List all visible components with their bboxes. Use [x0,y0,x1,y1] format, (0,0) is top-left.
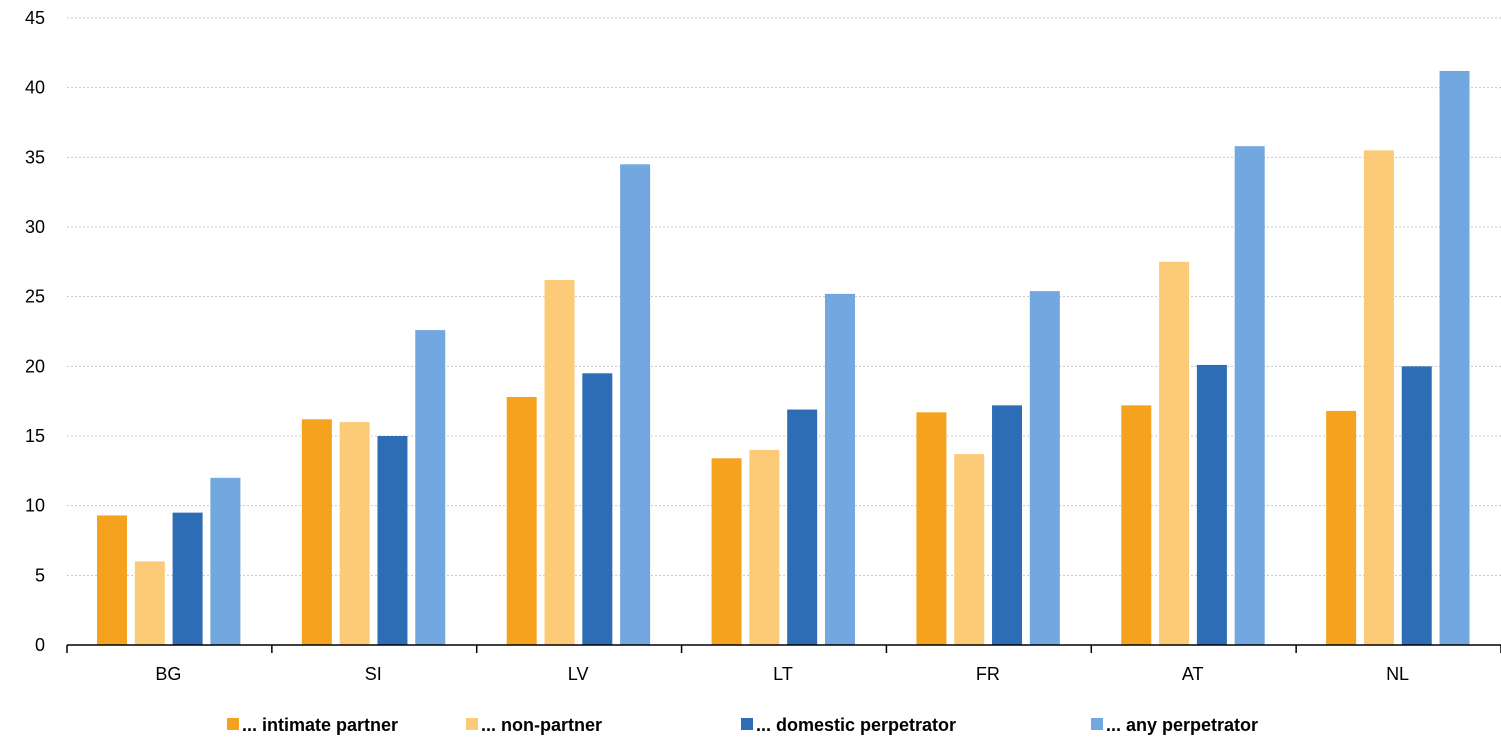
bar-LT-series-1 [749,449,780,645]
bar-LV-series-1 [544,279,575,645]
bar-LT-series-0 [711,458,742,645]
y-tick-label: 30 [25,217,45,237]
legend-label: ... intimate partner [242,715,398,735]
bars [97,70,1470,646]
y-tick-label: 35 [25,147,45,167]
bar-NL-series-1 [1363,150,1394,645]
y-tick-label: 25 [25,287,45,307]
bar-LV-series-0 [506,396,537,645]
bar-AT-series-1 [1159,261,1190,645]
bar-FR-series-2 [992,405,1023,645]
x-tick-label: SI [365,664,382,684]
bar-AT-series-2 [1196,364,1227,645]
bar-BG-series-2 [172,512,203,645]
legend-label: ... domestic perpetrator [756,715,956,735]
y-tick-label: 40 [25,78,45,98]
legend-swatch [1091,718,1103,730]
bar-NL-series-3 [1439,70,1470,646]
legend: ... intimate partner ... non-partner ... d… [227,715,1258,735]
x-tick-label: LT [773,664,793,684]
x-tick-label: BG [155,664,181,684]
y-tick-label: 0 [35,635,45,655]
bar-AT-series-0 [1121,405,1152,645]
x-tick-label: LV [568,664,589,684]
bar-FR-series-3 [1029,291,1060,645]
bar-BG-series-3 [210,477,241,645]
legend-label: ... non-partner [481,715,602,735]
legend-swatch [227,718,239,730]
bar-BG-series-1 [134,561,165,645]
bar-SI-series-3 [415,330,446,645]
x-tick-label: AT [1182,664,1204,684]
legend-swatch [466,718,478,730]
y-tick-label: 10 [25,496,45,516]
gridlines [67,17,1501,576]
x-tick-label: NL [1386,664,1409,684]
bar-LT-series-2 [787,409,818,645]
y-tick-labels: 0 5 10 15 20 25 30 35 40 45 [25,8,45,655]
y-tick-label: 20 [25,356,45,376]
x-tick-labels: BG SI LV LT FR AT NL [155,664,1409,684]
bar-FR-series-1 [954,454,985,645]
y-tick-label: 15 [25,426,45,446]
bar-SI-series-0 [301,419,332,645]
y-tick-label: 5 [35,565,45,585]
x-tick-label: FR [976,664,1000,684]
bar-NL-series-0 [1326,410,1357,645]
bar-BG-series-0 [97,515,127,645]
bar-LV-series-2 [582,373,613,645]
bar-NL-series-2 [1401,366,1432,645]
bar-LT-series-3 [824,293,855,645]
legend-swatch [741,718,753,730]
y-tick-label: 45 [25,8,45,28]
bar-SI-series-2 [377,436,408,645]
bar-LV-series-3 [620,164,651,646]
bar-FR-series-0 [916,412,947,645]
bar-SI-series-1 [339,422,370,645]
bar-AT-series-3 [1234,146,1265,646]
legend-label: ... any perpetrator [1106,715,1258,735]
axes [66,644,1501,653]
